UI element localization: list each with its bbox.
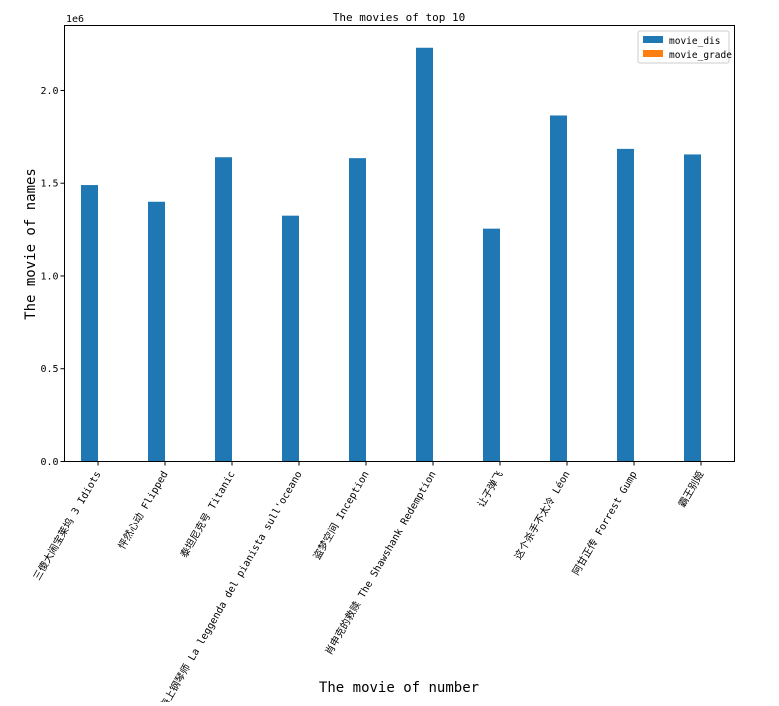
x-axis-title: The movie of number xyxy=(319,680,479,696)
bar-movie_dis-0 xyxy=(81,185,98,462)
x-tick-label: 海上钢琴师 La leggenda del pianista sull'ocea… xyxy=(157,469,305,703)
x-tick-label: 让子弹飞 xyxy=(474,469,505,510)
legend-label-movie_grade: movie_grade xyxy=(669,50,732,61)
y-tick-label: 1.5 xyxy=(40,179,58,190)
y-tick-label: 0.5 xyxy=(40,364,58,375)
legend-swatch-movie_grade xyxy=(643,50,663,57)
y-tick-label: 0.0 xyxy=(40,457,58,468)
x-tick-label: 阿甘正传 Forrest Gump xyxy=(569,469,639,578)
plot-frame xyxy=(64,25,735,462)
x-tick-label: 肖申克的救赎 The Shawshank Redemption xyxy=(322,469,439,658)
bar-movie_dis-8 xyxy=(617,148,634,462)
y-axis-title: The movie of names xyxy=(23,168,39,320)
y-axis-offset-label: 1e6 xyxy=(66,14,84,25)
x-tick-label: 盗梦空间 Inception xyxy=(310,469,371,562)
x-tick-label: 霸王别姬 xyxy=(675,469,706,510)
y-axis: 0.0 0.5 1.0 1.5 2.0 xyxy=(40,86,65,468)
bar-movie_dis-9 xyxy=(684,154,701,462)
chart-title: The movies of top 10 xyxy=(333,11,465,24)
bar-movie_dis-1 xyxy=(148,201,165,462)
bar-movie_dis-5 xyxy=(416,47,433,462)
bar-movie_dis-4 xyxy=(349,158,366,462)
y-tick-label: 2.0 xyxy=(40,86,58,97)
x-tick-label: 这个杀手不太冷 Léon xyxy=(511,469,572,562)
x-tick-label: 泰坦尼克号 Titanic xyxy=(177,469,237,561)
legend-label-movie_dis: movie_dis xyxy=(669,36,720,47)
x-tick-label: 三傻大闹宝莱坞 3 Idiots xyxy=(30,469,103,583)
x-axis: 三傻大闹宝莱坞 3 Idiots 怦然心动 Flipped 泰坦尼克号 Titani… xyxy=(30,461,707,706)
legend: movie_dis movie_grade xyxy=(637,30,732,64)
y-tick-label: 1.0 xyxy=(40,271,58,282)
bars-layer xyxy=(81,47,701,462)
bar-movie_dis-3 xyxy=(282,215,299,462)
bar-movie_dis-6 xyxy=(483,228,500,462)
bar-movie_dis-7 xyxy=(550,115,567,462)
x-tick-label: 怦然心动 Flipped xyxy=(115,469,170,552)
bar-movie_dis-2 xyxy=(215,157,232,462)
legend-swatch-movie_dis xyxy=(643,36,663,43)
